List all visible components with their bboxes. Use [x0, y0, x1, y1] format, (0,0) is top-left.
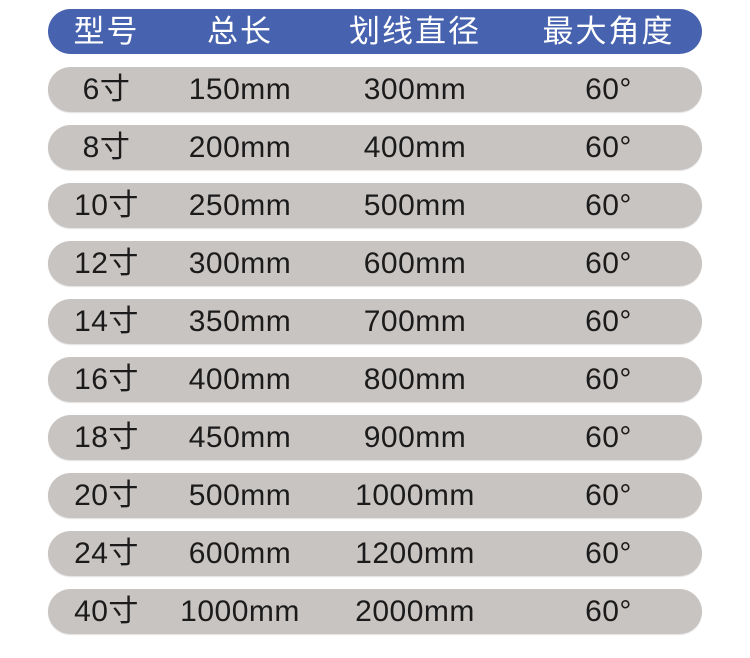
cell-angle: 60°: [585, 479, 632, 512]
col-header-model: 型号: [73, 14, 140, 49]
cell-length: 250mm: [188, 189, 292, 222]
cell-angle: 60°: [585, 247, 632, 280]
cell-angle: 60°: [585, 421, 632, 454]
cell-diameter: 800mm: [363, 363, 467, 396]
col-header-length: 总长: [207, 14, 273, 49]
table-row: 18寸 450mm 900mm 60°: [48, 415, 702, 460]
cell-model: 40寸: [74, 595, 139, 628]
cell-diameter: 700mm: [363, 305, 467, 338]
cell-angle: 60°: [585, 537, 632, 570]
cell-length: 500mm: [188, 479, 292, 512]
cell-angle: 60°: [585, 363, 632, 396]
table-row: 12寸 300mm 600mm 60°: [48, 241, 702, 286]
cell-length: 450mm: [188, 421, 292, 454]
table-row: 8寸 200mm 400mm 60°: [48, 125, 702, 170]
cell-angle: 60°: [585, 131, 632, 164]
cell-model: 8寸: [82, 131, 131, 164]
cell-length: 400mm: [188, 363, 292, 396]
cell-model: 12寸: [74, 247, 139, 280]
table-row: 10寸 250mm 500mm 60°: [48, 183, 702, 228]
cell-length: 600mm: [188, 537, 292, 570]
cell-diameter: 500mm: [363, 189, 467, 222]
table-row: 20寸 500mm 1000mm 60°: [48, 473, 702, 518]
table-row: 16寸 400mm 800mm 60°: [48, 357, 702, 402]
cell-diameter: 600mm: [363, 247, 467, 280]
cell-diameter: 1000mm: [355, 479, 475, 512]
cell-model: 18寸: [74, 421, 139, 454]
cell-length: 200mm: [188, 131, 292, 164]
table-row: 24寸 600mm 1200mm 60°: [48, 531, 702, 576]
cell-model: 20寸: [74, 479, 139, 512]
cell-length: 1000mm: [180, 595, 300, 628]
cell-angle: 60°: [585, 305, 632, 338]
cell-length: 350mm: [188, 305, 292, 338]
cell-model: 16寸: [74, 363, 139, 396]
cell-angle: 60°: [585, 73, 632, 106]
cell-model: 10寸: [74, 189, 139, 222]
cell-diameter: 1200mm: [355, 537, 475, 570]
table-row: 14寸 350mm 700mm 60°: [48, 299, 702, 344]
col-header-diameter: 划线直径: [349, 14, 481, 49]
table-header-row: 型号 总长 划线直径 最大角度: [48, 9, 702, 54]
cell-diameter: 2000mm: [355, 595, 475, 628]
cell-length: 150mm: [188, 73, 292, 106]
cell-diameter: 900mm: [363, 421, 467, 454]
table-row: 40寸 1000mm 2000mm 60°: [48, 589, 702, 634]
cell-diameter: 400mm: [363, 131, 467, 164]
cell-diameter: 300mm: [363, 73, 467, 106]
table-row: 6寸 150mm 300mm 60°: [48, 67, 702, 112]
cell-model: 14寸: [74, 305, 139, 338]
cell-length: 300mm: [188, 247, 292, 280]
cell-angle: 60°: [585, 189, 632, 222]
col-header-angle: 最大角度: [542, 14, 675, 49]
cell-model: 6寸: [82, 73, 131, 106]
cell-angle: 60°: [585, 595, 632, 628]
cell-model: 24寸: [74, 537, 139, 570]
